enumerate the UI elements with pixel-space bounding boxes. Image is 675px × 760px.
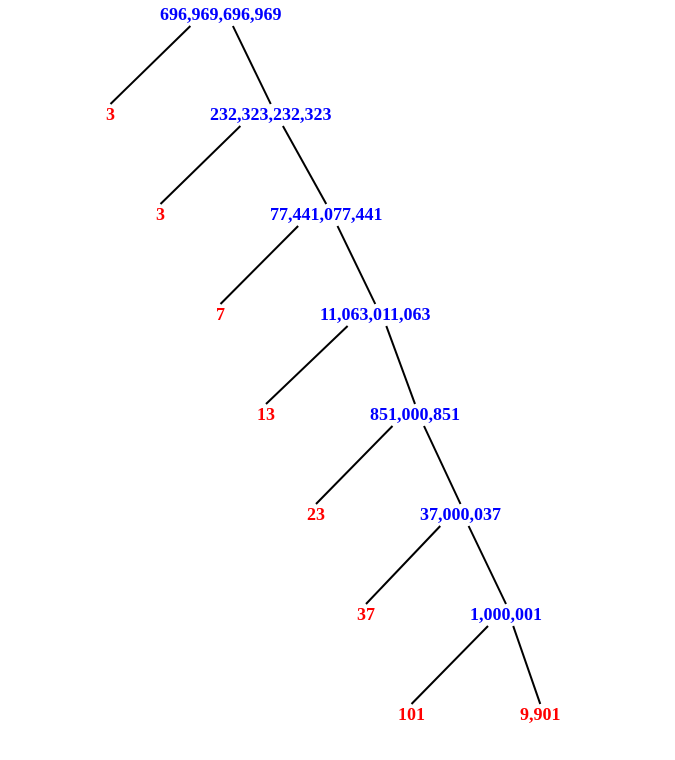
branch-left-3 [266, 326, 348, 404]
branch-right-3 [386, 326, 415, 404]
dividend-0: 696,969,696,969 [160, 4, 282, 24]
factor-5: 37 [357, 604, 375, 624]
branch-right-2 [338, 226, 376, 304]
dividend-4: 851,000,851 [370, 404, 460, 424]
branch-left-0 [111, 26, 191, 104]
dividend-2: 77,441,077,441 [270, 204, 383, 224]
branch-right-0 [233, 26, 271, 104]
dividend-5: 37,000,037 [420, 504, 501, 524]
branch-left-4 [316, 426, 393, 504]
dividend-7: 9,901 [520, 704, 561, 724]
dividend-3: 11,063,011,063 [320, 304, 431, 324]
factor-1: 3 [156, 204, 165, 224]
branch-left-2 [221, 226, 299, 304]
branch-right-1 [283, 126, 326, 204]
branch-right-5 [469, 526, 506, 604]
branch-left-5 [366, 526, 440, 604]
branch-left-6 [412, 626, 489, 704]
factor-0: 3 [106, 104, 115, 124]
dividend-6: 1,000,001 [470, 604, 542, 624]
factor-3: 13 [257, 404, 275, 424]
dividend-1: 232,323,232,323 [210, 104, 332, 124]
factor-tree: 696,969,696,969 232,323,232,323 77,441,077… [0, 0, 675, 760]
branch-right-6 [513, 626, 540, 704]
branch-left-1 [161, 126, 241, 204]
branch-right-4 [424, 426, 461, 504]
factor-6: 101 [398, 704, 425, 724]
factor-4: 23 [307, 504, 325, 524]
factor-2: 7 [216, 304, 225, 324]
